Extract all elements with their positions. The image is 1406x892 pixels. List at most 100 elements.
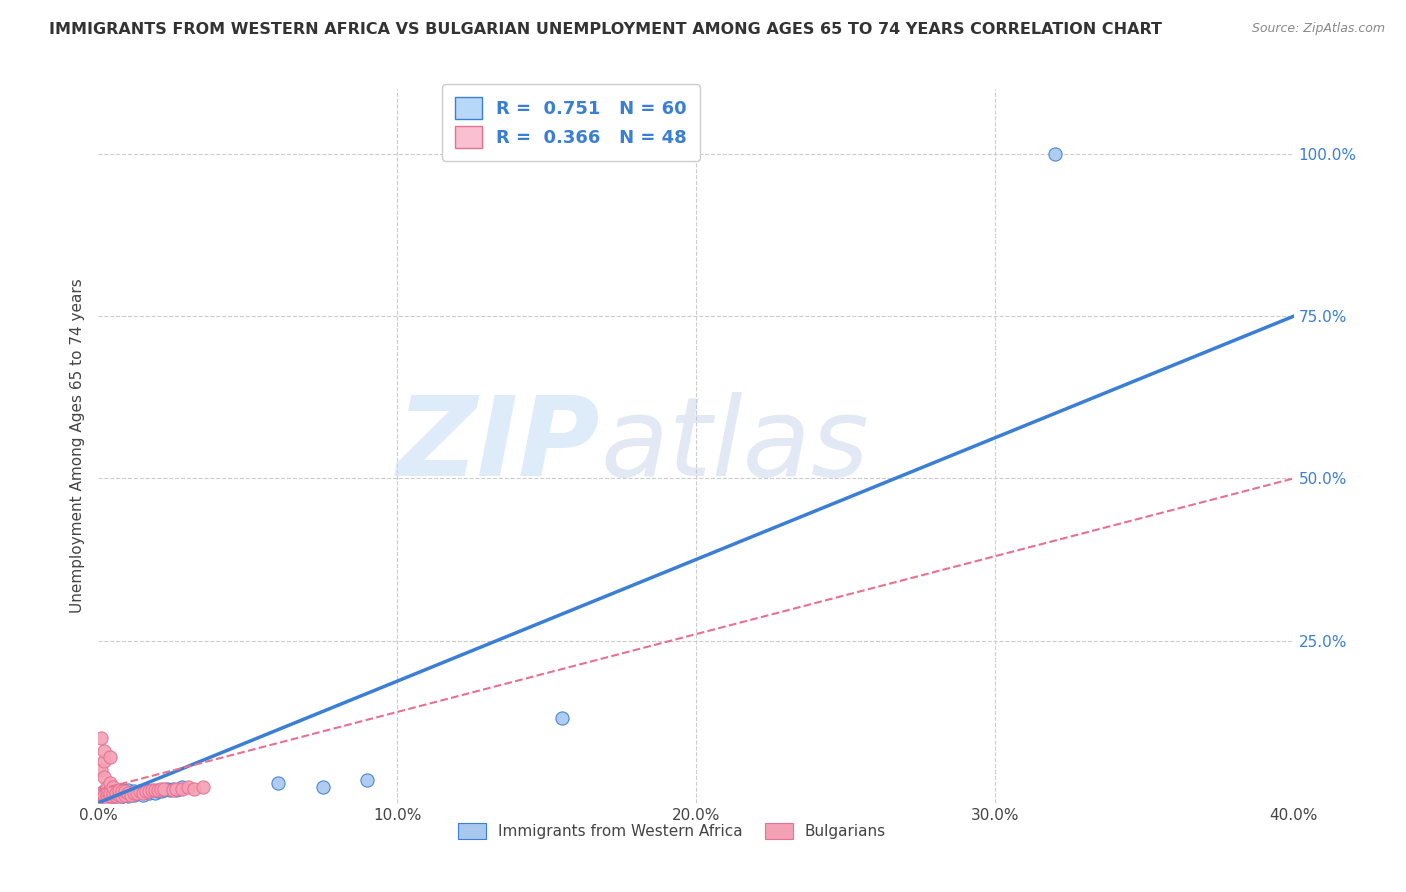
Point: [267, 776, 290, 790]
Point: [162, 782, 184, 797]
Point: [143, 782, 166, 797]
Point: [1043, 147, 1066, 161]
Text: IMMIGRANTS FROM WESTERN AFRICA VS BULGARIAN UNEMPLOYMENT AMONG AGES 65 TO 74 YEA: IMMIGRANTS FROM WESTERN AFRICA VS BULGAR…: [49, 22, 1163, 37]
Point: [108, 784, 131, 798]
Point: [356, 773, 378, 788]
Point: [311, 780, 333, 794]
Point: [93, 792, 115, 806]
Point: [117, 786, 139, 800]
Point: [93, 770, 115, 784]
Point: [98, 750, 122, 764]
Point: [93, 789, 115, 804]
Point: [124, 784, 146, 798]
Point: [103, 789, 125, 804]
Point: [111, 789, 134, 804]
Point: [141, 782, 163, 797]
Point: [90, 764, 112, 778]
Point: [96, 788, 118, 802]
Point: [90, 789, 112, 804]
Point: [90, 786, 112, 800]
Point: [93, 790, 115, 805]
Point: [165, 782, 187, 797]
Point: [108, 790, 131, 805]
Point: [96, 784, 118, 798]
Point: [148, 782, 170, 797]
Point: [98, 788, 122, 802]
Point: [90, 792, 112, 806]
Point: [114, 784, 136, 798]
Point: [90, 789, 112, 804]
Point: [103, 788, 125, 802]
Point: [111, 782, 134, 797]
Point: [98, 790, 122, 805]
Point: [124, 786, 146, 800]
Point: [96, 788, 118, 802]
Point: [177, 780, 200, 794]
Point: [103, 786, 125, 800]
Point: [108, 788, 131, 802]
Point: [90, 790, 112, 805]
Point: [150, 781, 173, 796]
Point: [96, 790, 118, 805]
Point: [111, 789, 134, 804]
Point: [150, 784, 173, 798]
Point: [103, 784, 125, 798]
Text: ZIP: ZIP: [396, 392, 600, 500]
Legend: Immigrants from Western Africa, Bulgarians: Immigrants from Western Africa, Bulgaria…: [451, 817, 893, 845]
Point: [148, 784, 170, 798]
Point: [90, 792, 112, 806]
Point: [162, 781, 184, 796]
Point: [117, 786, 139, 800]
Point: [108, 782, 131, 797]
Point: [135, 782, 157, 797]
Point: [105, 789, 128, 804]
Point: [172, 781, 194, 796]
Point: [132, 782, 155, 797]
Point: [93, 784, 115, 798]
Point: [105, 786, 128, 800]
Point: [127, 786, 149, 800]
Point: [103, 792, 125, 806]
Point: [93, 790, 115, 805]
Point: [93, 788, 115, 802]
Point: [96, 784, 118, 798]
Point: [143, 786, 166, 800]
Point: [167, 781, 190, 796]
Point: [96, 790, 118, 805]
Point: [105, 789, 128, 804]
Point: [132, 786, 155, 800]
Point: [183, 781, 205, 796]
Y-axis label: Unemployment Among Ages 65 to 74 years: Unemployment Among Ages 65 to 74 years: [69, 278, 84, 614]
Point: [108, 788, 131, 802]
Point: [96, 792, 118, 806]
Text: Source: ZipAtlas.com: Source: ZipAtlas.com: [1251, 22, 1385, 36]
Point: [93, 744, 115, 758]
Point: [90, 786, 112, 800]
Point: [129, 784, 152, 798]
Point: [141, 784, 163, 798]
Point: [90, 731, 112, 745]
Point: [93, 754, 115, 768]
Point: [93, 786, 115, 800]
Point: [98, 776, 122, 790]
Point: [153, 781, 176, 796]
Point: [172, 780, 194, 794]
Point: [111, 786, 134, 800]
Point: [135, 784, 157, 798]
Point: [120, 788, 142, 802]
Point: [103, 789, 125, 804]
Point: [103, 780, 125, 794]
Point: [114, 788, 136, 802]
Point: [105, 786, 128, 800]
Point: [96, 780, 118, 794]
Point: [117, 789, 139, 804]
Point: [98, 784, 122, 798]
Point: [114, 788, 136, 802]
Point: [132, 788, 155, 802]
Point: [138, 786, 160, 800]
Point: [103, 790, 125, 805]
Point: [153, 782, 176, 797]
Point: [98, 789, 122, 804]
Point: [114, 784, 136, 798]
Point: [111, 784, 134, 798]
